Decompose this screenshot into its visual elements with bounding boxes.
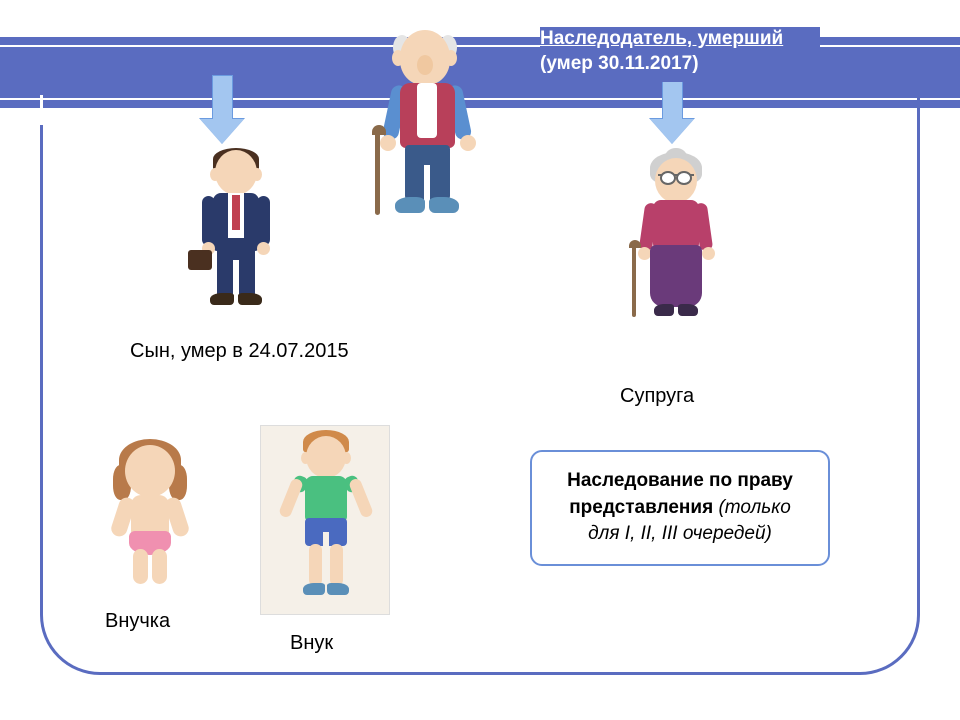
header-title-line2: (умер 30.11.2017)	[540, 53, 699, 74]
header-title-box: Наследодатель, умерший (умер 30.11.2017)	[540, 27, 820, 82]
arrow-left-icon	[200, 75, 245, 145]
header-title-line1: Наследодатель, умерший	[540, 28, 783, 49]
grandson-label: Внук	[290, 632, 333, 655]
spouse-figure-icon	[620, 150, 730, 345]
grandson-figure-icon	[260, 425, 390, 615]
granddaughter-figure-icon	[95, 435, 205, 600]
spouse-label: Супруга	[620, 385, 694, 408]
testator-figure-icon	[345, 25, 495, 235]
info-box: Наследование по праву представления (тол…	[530, 450, 830, 566]
arrow-right-icon	[650, 75, 695, 145]
son-label: Сын, умер в 24.07.2015	[130, 340, 349, 363]
granddaughter-label: Внучка	[105, 610, 170, 633]
son-figure-icon	[180, 150, 290, 325]
